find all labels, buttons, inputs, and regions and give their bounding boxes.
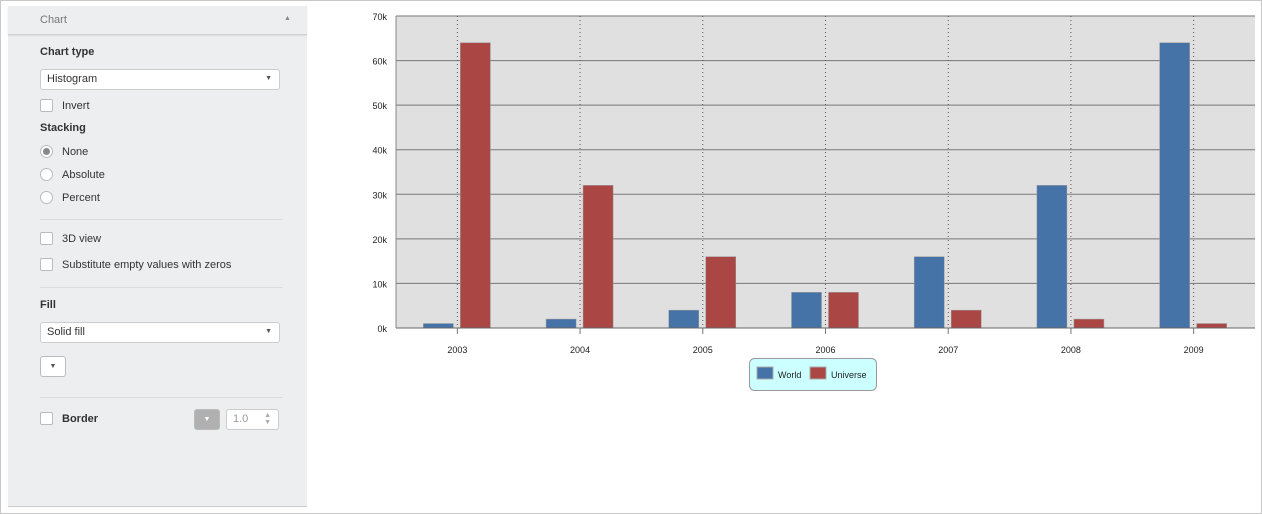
- divider: [40, 287, 283, 288]
- bar-world: [1159, 42, 1190, 329]
- y-tick-label: 30k: [372, 190, 387, 200]
- stacking-none-radio[interactable]: None: [40, 145, 88, 158]
- y-tick-label: 60k: [372, 57, 387, 67]
- stacking-percent-radio[interactable]: Percent: [40, 191, 100, 204]
- invert-checkbox[interactable]: Invert: [40, 99, 90, 112]
- x-tick-label: 2009: [1184, 345, 1204, 355]
- bar-universe: [582, 185, 614, 329]
- radio-label: Absolute: [62, 168, 105, 181]
- legend-label: World: [778, 370, 801, 380]
- bar-universe: [950, 309, 982, 329]
- stacking-absolute-radio[interactable]: Absolute: [40, 168, 105, 181]
- bar-world: [545, 318, 577, 329]
- radio-label: Percent: [62, 191, 100, 204]
- bar-world: [1036, 185, 1068, 329]
- y-tick-label: 10k: [372, 279, 387, 289]
- fill-color-button[interactable]: ▼: [40, 356, 66, 377]
- border-label: Border: [62, 412, 99, 425]
- y-tick-label: 40k: [372, 146, 387, 156]
- border-color-button[interactable]: ▼: [194, 409, 220, 430]
- chevron-down-icon: ▼: [265, 75, 272, 82]
- 3d-view-label: 3D view: [62, 232, 102, 245]
- x-tick-label: 2008: [1061, 345, 1081, 355]
- chevron-down-icon: ▼: [203, 416, 211, 423]
- chart-type-value: Histogram: [47, 73, 98, 85]
- fill-value: Solid fill: [47, 326, 85, 338]
- 3d-view-checkbox[interactable]: 3D view: [40, 232, 101, 245]
- divider: [40, 219, 283, 220]
- bar-universe: [828, 292, 859, 329]
- section-header[interactable]: Chart ▲: [8, 6, 307, 35]
- chart-type-select[interactable]: Histogram ▼: [40, 69, 280, 90]
- legend-swatch: [809, 366, 827, 380]
- legend-label: Universe: [831, 370, 867, 380]
- x-tick-label: 2004: [570, 345, 590, 355]
- fill-select[interactable]: Solid fill ▼: [40, 322, 280, 343]
- stacking-label: Stacking: [40, 122, 86, 134]
- legend-swatch: [756, 366, 774, 380]
- checkbox-box[interactable]: [40, 99, 53, 112]
- x-tick-label: 2006: [815, 345, 835, 355]
- checkbox-box[interactable]: [40, 258, 53, 271]
- spinner-arrows-icon[interactable]: ▲ ▼: [264, 412, 271, 426]
- invert-label: Invert: [62, 99, 90, 112]
- radio[interactable]: [40, 168, 53, 181]
- bar-universe: [705, 256, 737, 329]
- chart-type-label: Chart type: [40, 46, 95, 58]
- substitute-zeros-checkbox[interactable]: Substitute empty values with zeros: [40, 258, 231, 271]
- bar-world: [913, 256, 945, 329]
- x-tick-label: 2003: [447, 345, 467, 355]
- section-title: Chart: [40, 14, 67, 26]
- collapse-icon[interactable]: ▲: [284, 15, 291, 22]
- y-tick-label: 70k: [372, 12, 387, 22]
- radio-label: None: [62, 145, 89, 158]
- bar-universe: [1073, 318, 1105, 329]
- checkbox-box[interactable]: [40, 232, 53, 245]
- bar-world: [791, 292, 822, 329]
- chevron-down-icon: ▼: [265, 328, 272, 335]
- bar-universe: [460, 42, 491, 329]
- chart-settings-panel: Chart ▲ Chart type Histogram ▼ Invert Stac…: [8, 6, 307, 507]
- y-tick-label: 0k: [377, 324, 387, 334]
- radio[interactable]: [40, 191, 53, 204]
- y-tick-label: 50k: [372, 101, 387, 111]
- border-width-value: 1.0: [233, 413, 249, 425]
- bar-world: [423, 323, 454, 329]
- x-tick-label: 2005: [693, 345, 713, 355]
- bar-universe: [1196, 323, 1227, 329]
- checkbox-box[interactable]: [40, 412, 53, 425]
- border-checkbox[interactable]: Border: [40, 412, 98, 425]
- fill-label: Fill: [40, 299, 56, 311]
- border-width-spinner[interactable]: 1.0 ▲ ▼: [226, 409, 279, 430]
- divider: [40, 397, 283, 398]
- radio[interactable]: [40, 145, 53, 158]
- bar-world: [668, 309, 700, 329]
- y-tick-label: 20k: [372, 235, 387, 245]
- x-tick-label: 2007: [938, 345, 958, 355]
- chevron-down-icon: ▼: [49, 363, 57, 370]
- substitute-label: Substitute empty values with zeros: [62, 258, 232, 271]
